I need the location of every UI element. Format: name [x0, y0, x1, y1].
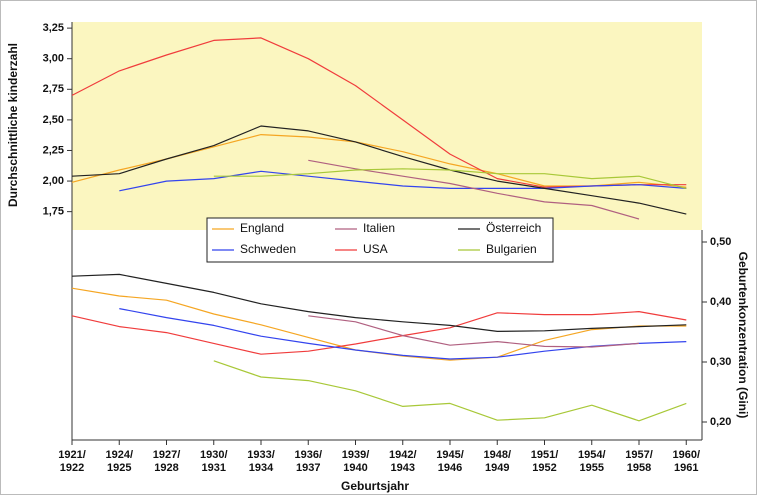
x-tick-label: 1927/1928 — [153, 449, 181, 474]
y2-tick-label: 0,30 — [710, 356, 731, 368]
legend-label: USA — [363, 242, 388, 256]
y-tick-label: 2,25 — [43, 144, 64, 156]
x-tick-label: 1930/1931 — [200, 449, 228, 474]
series-line-y2 — [308, 315, 640, 348]
x-axis-title: Geburtsjahr — [341, 479, 409, 493]
legend-label: Italien — [363, 221, 395, 235]
y-tick-label: 2,75 — [43, 83, 64, 95]
x-tick-label: 1951/1952 — [531, 449, 559, 474]
y-tick-label: 3,25 — [43, 22, 64, 34]
y-tick-label: 2,50 — [43, 114, 64, 126]
y2-axis-title: Geburtenkonzentration (Gini) — [736, 252, 750, 419]
series-line — [119, 170, 687, 192]
legend-box — [206, 217, 554, 263]
series-line — [213, 168, 687, 189]
y2-tick-label: 0,20 — [710, 416, 731, 428]
x-tick-label: 1960/1961 — [672, 449, 700, 474]
series-line-y2 — [71, 311, 687, 355]
legend-label: England — [240, 221, 284, 235]
legend: England USA Schweden Österreich Italien Bulga… — [206, 217, 554, 263]
x-tick-label: 1954/1955 — [578, 449, 606, 474]
y2-tick-label: 0,50 — [710, 236, 731, 248]
upper-panel — [72, 22, 702, 230]
x-tick-label: 1948/1949 — [483, 449, 511, 474]
x-tick-label: 1942/1943 — [389, 449, 417, 474]
y-axis-title: Durchschnittliche kinderzahl — [6, 43, 20, 207]
x-tick-label: 1924/1925 — [105, 449, 133, 474]
lines — [71, 37, 687, 422]
x-tick-label: 1936/1937 — [294, 449, 322, 474]
series-line — [71, 125, 687, 215]
series-line-y2 — [213, 360, 687, 422]
legend-label: Bulgarien — [486, 242, 537, 256]
y-tick-label: 2,00 — [43, 175, 64, 187]
series-line-y2 — [71, 273, 687, 332]
legend-label: Österreich — [486, 221, 541, 235]
y2-tick-label: 0,40 — [710, 296, 731, 308]
y-tick-label: 1,75 — [43, 206, 64, 218]
x-tick-label: 1957/1958 — [625, 449, 653, 474]
y-tick-label: 3,00 — [43, 53, 64, 65]
x-tick-label: 1939/1940 — [342, 449, 370, 474]
legend-label: Schweden — [240, 242, 296, 256]
x-tick-label: 1933/1934 — [247, 449, 275, 474]
x-tick-label: 1945/1946 — [436, 449, 464, 474]
x-tick-label: 1921/1922 — [58, 449, 86, 474]
